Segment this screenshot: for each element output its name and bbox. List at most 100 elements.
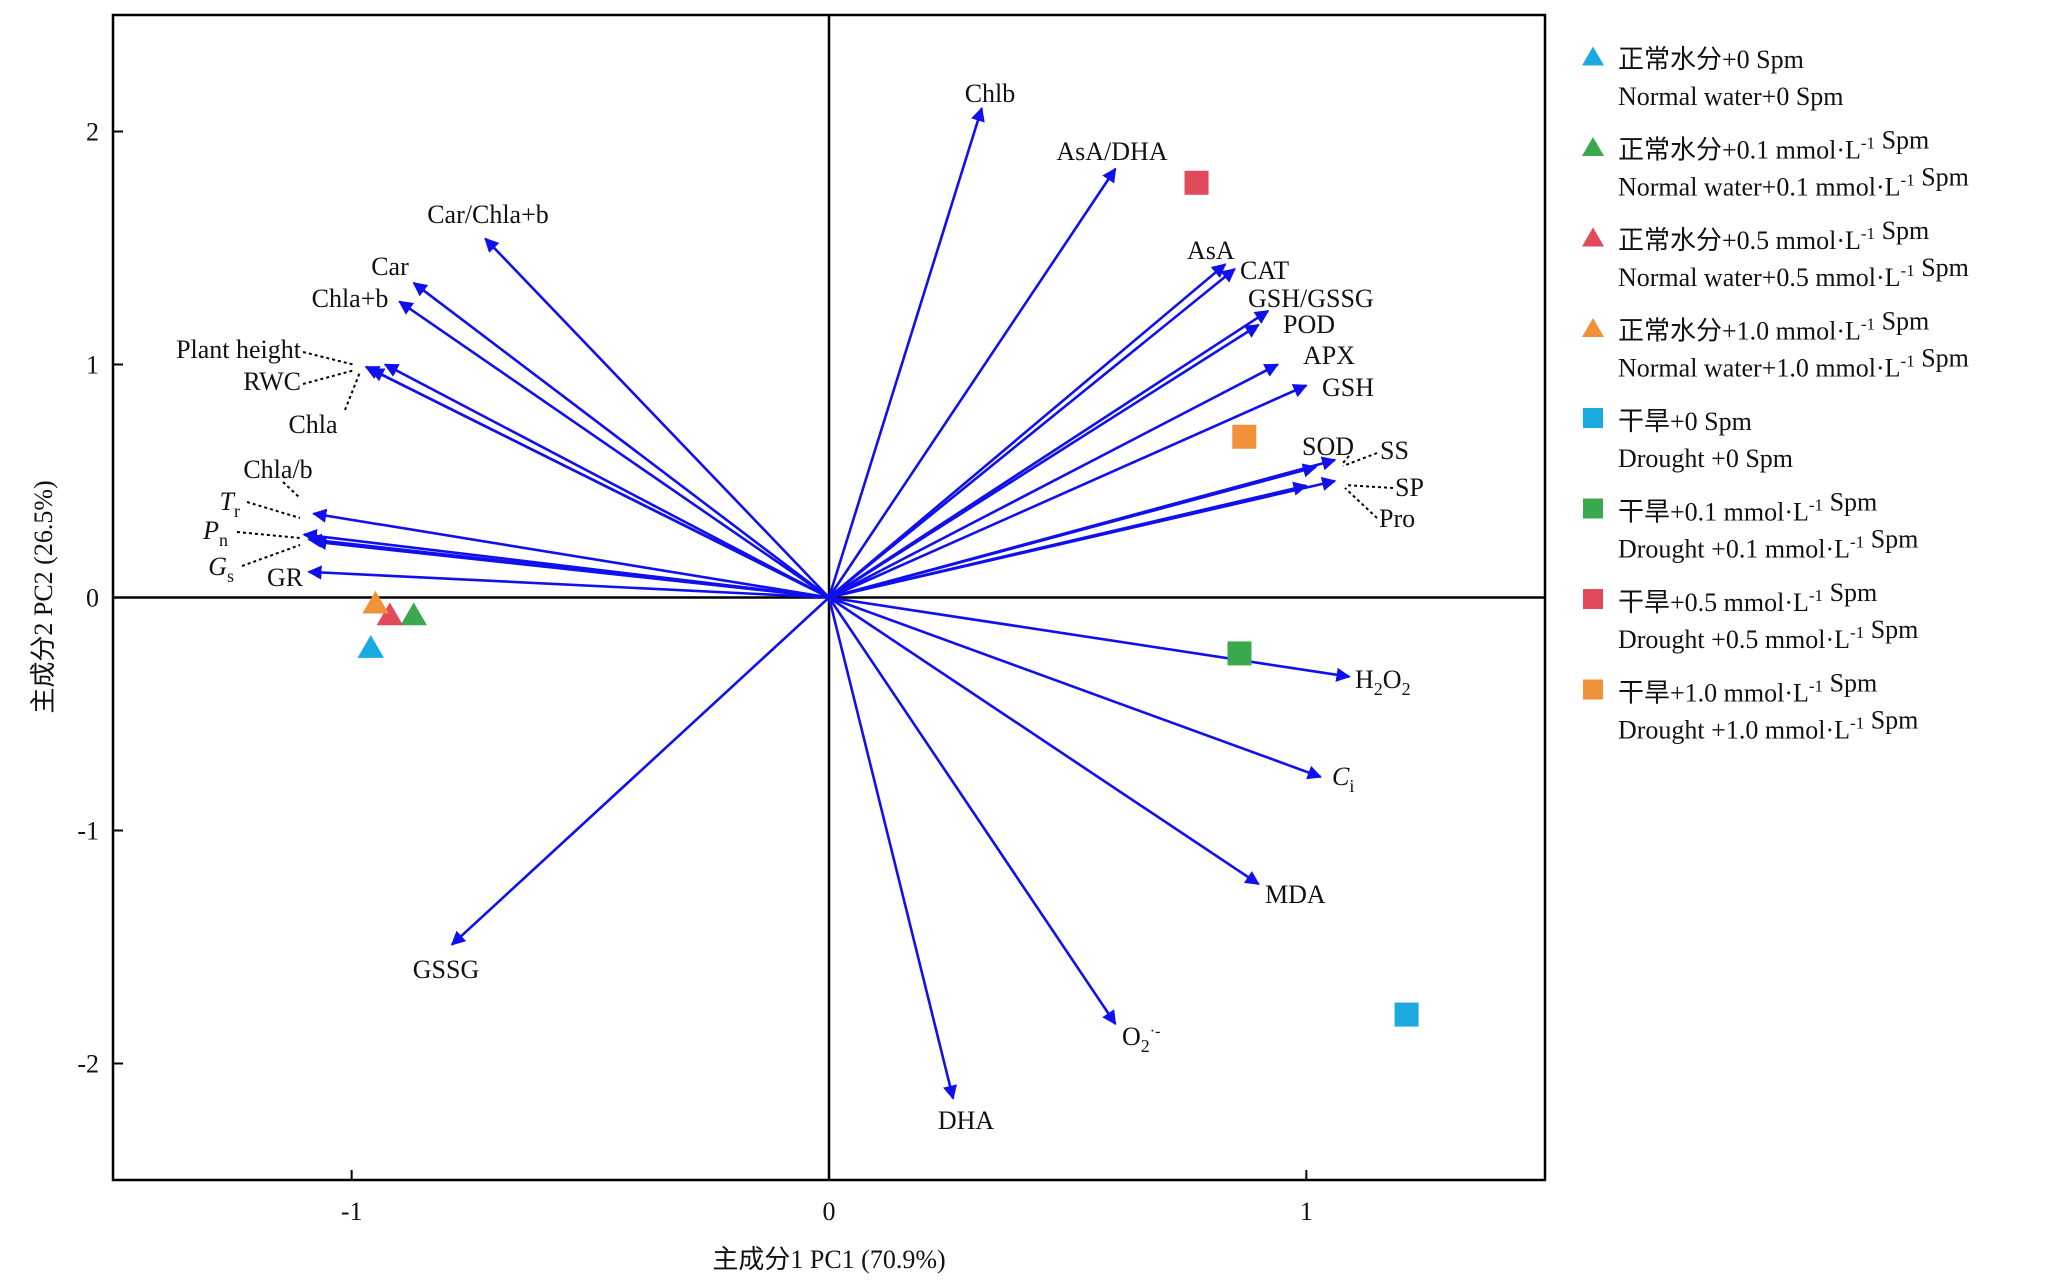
triangle-marker	[400, 602, 427, 626]
loading-label: Chla/b	[243, 455, 312, 484]
triangle-marker	[1582, 227, 1604, 247]
loading-arrow	[828, 596, 1351, 682]
legend-label-en: Drought +1.0 mmol·L-1 Spm	[1618, 706, 1918, 745]
loading-arrow	[828, 363, 1279, 599]
loading-arrow	[312, 535, 830, 599]
legend-label-en: Drought +0.5 mmol·L-1 Spm	[1618, 615, 1918, 654]
legend-label-zh: 干旱+1.0 mmol·L-1 Spm	[1618, 669, 1877, 708]
legend-label-zh: 干旱+0 Spm	[1618, 407, 1752, 436]
legend-label-en: Normal water+1.0 mmol·L-1 Spm	[1618, 344, 1969, 383]
loading-label: Plant height	[176, 335, 302, 364]
loading-label: APX	[1303, 341, 1355, 370]
loading-label: Car	[371, 252, 409, 281]
loading-arrow	[828, 384, 1308, 599]
legend-label-en: Normal water+0 Spm	[1618, 82, 1844, 111]
loading-label: Car/Chla+b	[427, 200, 549, 229]
loading-arrow	[828, 481, 1308, 599]
square-marker	[1394, 1002, 1419, 1027]
triangle-marker	[1582, 318, 1604, 337]
score-point	[1227, 641, 1252, 666]
y-axis-label: 主成分2 PC2 (26.5%)	[29, 480, 58, 713]
loading-arrow	[369, 367, 830, 599]
triangle-marker	[362, 590, 389, 614]
loading-arrow	[383, 363, 830, 599]
loading-label: H2O2	[1355, 665, 1411, 699]
legend-label-zh: 干旱+0.1 mmol·L-1 Spm	[1618, 488, 1877, 527]
score-point	[1232, 424, 1257, 449]
loading-label: Ci	[1332, 762, 1354, 796]
leader-line	[282, 481, 301, 499]
loading-label: POD	[1283, 310, 1335, 339]
square-marker	[1227, 641, 1252, 666]
loading-label: Chla	[288, 410, 338, 439]
x-tick-label: 1	[1300, 1197, 1313, 1226]
leader-line	[1344, 487, 1378, 519]
loading-label: Chlb	[965, 79, 1016, 108]
leader-line	[1342, 455, 1350, 464]
leader-line	[1342, 452, 1378, 467]
score-point	[1394, 1002, 1419, 1027]
loading-label: CAT	[1240, 256, 1289, 285]
loading-label: GSH	[1322, 373, 1374, 402]
triangle-marker	[376, 602, 404, 626]
triangle-marker	[1582, 46, 1604, 66]
x-axis-label: 主成分1 PC1 (70.9%)	[712, 1245, 945, 1274]
y-tick-label: -1	[77, 817, 99, 846]
y-tick-label: 1	[86, 351, 99, 380]
y-tick-label: 2	[86, 118, 99, 147]
loading-label: O2·-	[1122, 1022, 1160, 1056]
leader-line	[241, 544, 301, 567]
y-tick-label: 0	[86, 584, 99, 613]
legend-entry: 干旱+0 Spm Drought +0 Spm	[1583, 407, 1793, 473]
legend-label-en: Drought +0 Spm	[1618, 444, 1793, 473]
legend-label-zh: 正常水分+0 Spm	[1618, 45, 1804, 74]
loading-label: RWC	[243, 367, 301, 396]
legend-entry: 正常水分+0 Spm Normal water+0 Spm	[1582, 45, 1844, 111]
square-marker	[1184, 170, 1209, 195]
loading-arrow	[828, 596, 1260, 886]
loading-label: GSH/GSSG	[1248, 284, 1374, 313]
leader-line	[344, 371, 361, 411]
leader-line	[236, 531, 301, 539]
score-point	[376, 602, 404, 626]
leader-line	[246, 501, 301, 519]
legend: 正常水分+0 Spm Normal water+0 Spm 正常水分+0.1 mmo…	[1582, 45, 1969, 745]
square-marker	[1583, 498, 1603, 519]
legend-label-zh: 干旱+0.5 mmol·L-1 Spm	[1618, 578, 1877, 617]
leader-line	[1344, 484, 1394, 489]
loading-label: GSSG	[413, 955, 479, 984]
loading-arrow	[307, 565, 830, 599]
loading-arrow	[828, 463, 1318, 599]
loading-label: SP	[1395, 473, 1424, 502]
legend-label-zh: 正常水分+1.0 mmol·L-1 Spm	[1618, 307, 1929, 346]
loading-arrow	[484, 237, 830, 599]
loading-label: Pn	[202, 516, 228, 550]
legend-label-zh: 正常水分+0.5 mmol·L-1 Spm	[1618, 216, 1929, 255]
score-point	[357, 635, 384, 658]
score-point	[1184, 170, 1209, 195]
loading-arrow	[312, 508, 830, 599]
legend-label-en: Normal water+0.5 mmol·L-1 Spm	[1618, 253, 1969, 292]
loading-arrow	[827, 596, 1117, 1026]
loading-arrow	[828, 596, 1322, 780]
y-tick-label: -2	[77, 1050, 99, 1079]
triangle-marker	[357, 635, 384, 658]
loading-label: SOD	[1302, 432, 1354, 461]
triangle-marker	[1582, 137, 1604, 156]
score-point	[362, 590, 389, 614]
loading-arrow	[827, 106, 985, 598]
loading-label: GR	[267, 563, 304, 592]
loading-label: MDA	[1265, 880, 1326, 909]
square-marker	[1583, 679, 1603, 700]
loading-arrow	[828, 267, 1236, 599]
loading-label: DHA	[938, 1106, 995, 1135]
loading-arrow	[412, 281, 830, 599]
square-marker	[1232, 424, 1257, 449]
leader-line	[302, 351, 356, 366]
